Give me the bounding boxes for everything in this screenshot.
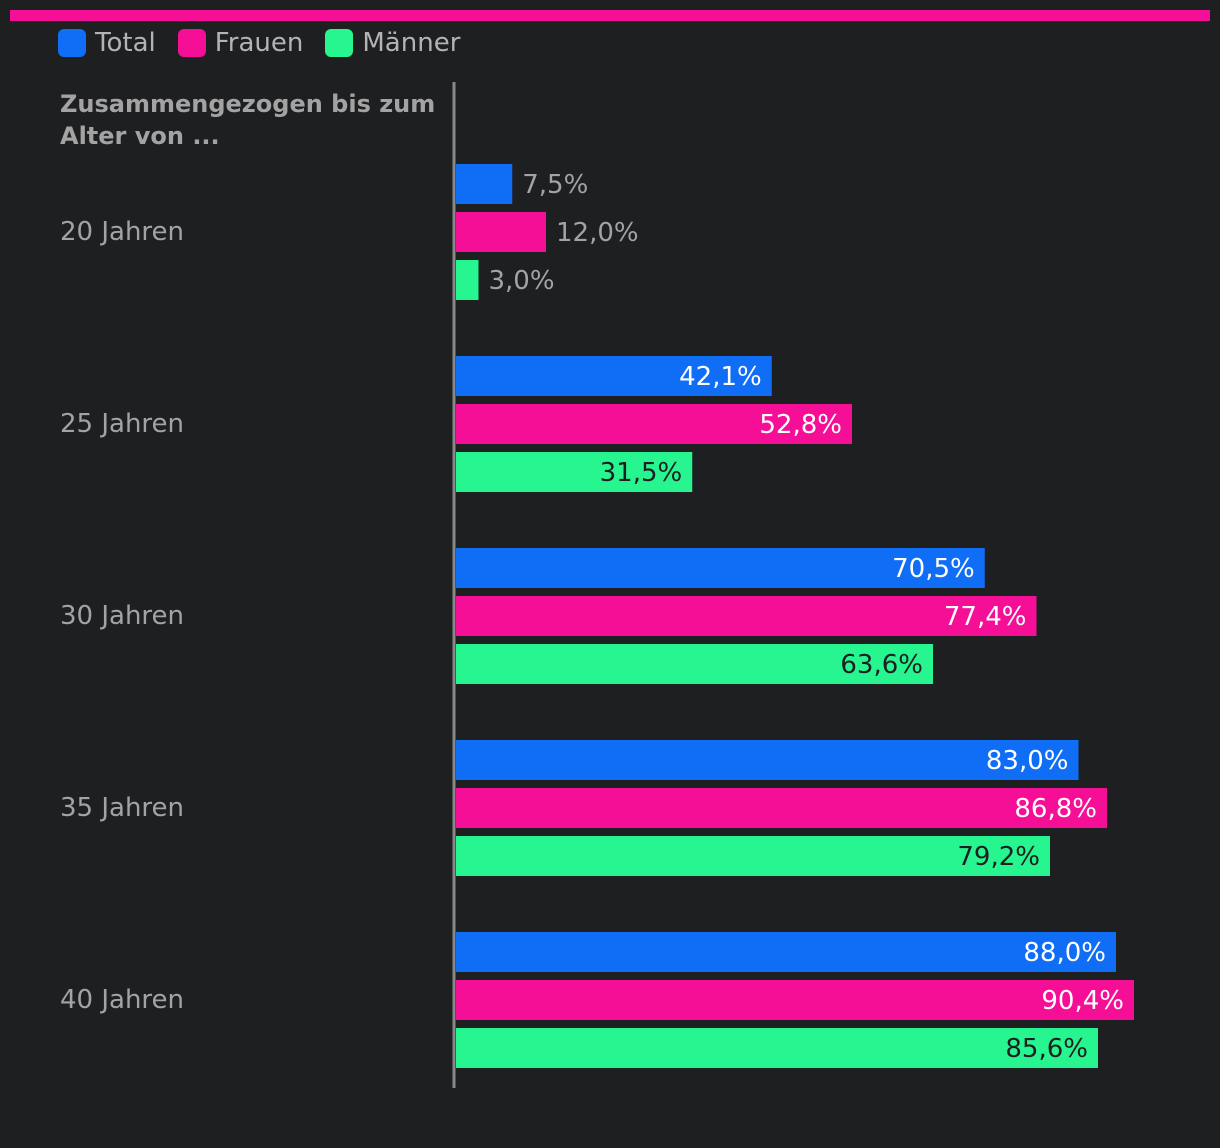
bar-total-3[interactable] (456, 740, 1079, 780)
data-label: 90,4% (1041, 986, 1124, 1016)
legend-item-total[interactable]: Total (58, 26, 156, 60)
legend-label-total: Total (95, 28, 156, 58)
legend-swatch-total (58, 29, 86, 57)
data-label: 31,5% (600, 458, 683, 488)
bar-frauen-3[interactable] (456, 788, 1107, 828)
data-label: 85,6% (1005, 1034, 1088, 1064)
data-label: 77,4% (944, 602, 1027, 632)
bar-frauen-0[interactable] (456, 212, 546, 252)
legend-item-maenner[interactable]: Männer (325, 26, 460, 60)
category-label: 30 Jahren (60, 601, 184, 631)
category-label: 35 Jahren (60, 793, 184, 823)
bar-total-1[interactable] (456, 356, 772, 396)
bar-maenner-1[interactable] (456, 452, 693, 492)
data-label: 86,8% (1014, 794, 1097, 824)
data-label: 83,0% (986, 746, 1069, 776)
data-label: 12,0% (556, 218, 639, 248)
data-label: 7,5% (522, 170, 588, 200)
legend-swatch-frauen (177, 29, 206, 57)
data-label: 79,2% (957, 842, 1040, 872)
data-label: 3,0% (489, 266, 555, 296)
category-label: 20 Jahren (60, 217, 184, 247)
legend: Total Frauen Männer (58, 26, 482, 60)
bar-maenner-3[interactable] (456, 836, 1050, 876)
bar-maenner-0[interactable] (456, 260, 479, 300)
category-label: 25 Jahren (60, 409, 184, 439)
row-header: Zusammengezogen bis zum Alter von ... (60, 90, 436, 150)
legend-swatch-maenner (325, 29, 354, 57)
bar-maenner-2[interactable] (456, 644, 933, 684)
data-label: 42,1% (679, 362, 762, 392)
bar-frauen-1[interactable] (456, 404, 852, 444)
data-label: 70,5% (892, 554, 975, 584)
bar-total-2[interactable] (456, 548, 985, 588)
bar-frauen-4[interactable] (456, 980, 1134, 1020)
legend-item-frauen[interactable]: Frauen (177, 26, 304, 60)
legend-label-maenner: Männer (362, 28, 461, 58)
bar-maenner-4[interactable] (456, 1028, 1098, 1068)
bar-frauen-2[interactable] (456, 596, 1037, 636)
legend-label-frauen: Frauen (214, 28, 304, 58)
data-label: 88,0% (1023, 938, 1106, 968)
data-label: 52,8% (759, 410, 842, 440)
top-accent-bar (10, 10, 1210, 21)
data-label: 63,6% (840, 650, 923, 680)
bar-total-4[interactable] (456, 932, 1116, 972)
category-label: 40 Jahren (60, 985, 184, 1015)
bar-total-0[interactable] (456, 164, 513, 204)
